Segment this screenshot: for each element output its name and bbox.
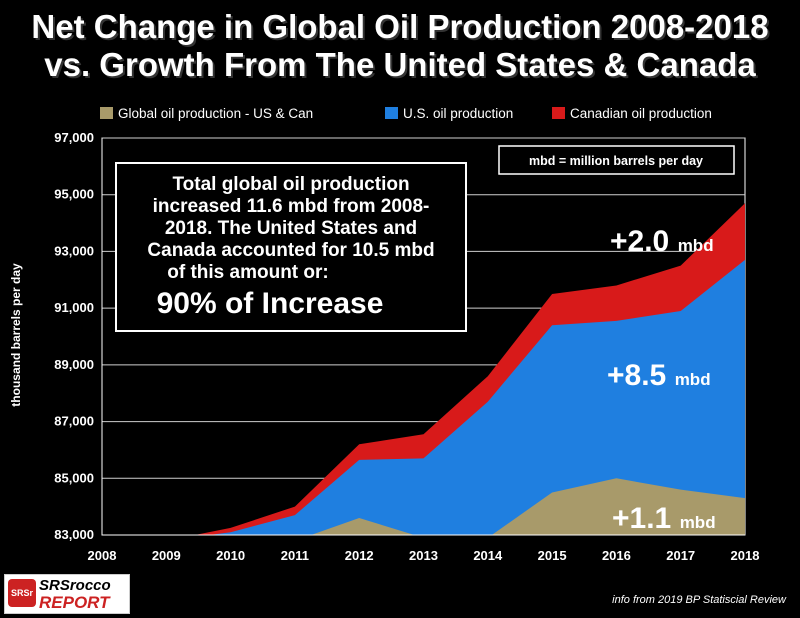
- legend-label: Global oil production - US & Can: [118, 106, 313, 121]
- x-tick-label: 2012: [345, 548, 374, 563]
- x-tick-label: 2014: [473, 548, 503, 563]
- annotation-global: +1.1 mbd: [612, 502, 716, 535]
- x-tick-label: 2009: [152, 548, 181, 563]
- x-axis: 2008 2009 2010 2011 2012 2013 2014 2015 2016 2017…: [88, 548, 760, 563]
- annotation-us: +8.5 mbd: [607, 359, 711, 392]
- unit-note-box: mbd = million barrels per day: [498, 145, 735, 175]
- y-tick-label: 89,000: [54, 357, 94, 372]
- logo-text-line1: SRSrocco: [39, 577, 111, 594]
- y-tick-label: 85,000: [54, 470, 94, 485]
- y-tick-label: 83,000: [54, 527, 94, 542]
- callout-line3: 2018. The United States and: [165, 218, 417, 239]
- annotation-us-value: +8.5: [607, 359, 666, 392]
- y-tick-label: 91,000: [54, 300, 94, 315]
- callout-line4: Canada accounted for 10.5 mbd: [147, 240, 434, 261]
- srsrocco-logo: SRSr SRSrocco REPORT: [4, 574, 130, 614]
- unit-note: mbd = million barrels per day: [529, 154, 703, 168]
- logo-text-line2: REPORT: [39, 593, 110, 612]
- x-tick-label: 2008: [88, 548, 117, 563]
- annotation-canada: +2.0 mbd: [610, 225, 714, 258]
- callout-line2: increased 11.6 mbd from 2008-: [153, 196, 430, 217]
- callout-box: Total global oil production increased 11…: [115, 162, 467, 332]
- logo-badge: SRSr: [8, 579, 36, 607]
- chart-title-line1: Net Change in Global Oil Production 2008…: [31, 8, 769, 45]
- callout-line1: Total global oil production: [172, 174, 409, 195]
- area-us: [209, 259, 745, 535]
- y-axis: 83,000 85,000 87,000 89,000 91,000 93,000 95,0…: [54, 130, 94, 542]
- annotation-us-unit: mbd: [675, 370, 711, 389]
- y-tick-label: 93,000: [54, 243, 94, 258]
- legend-swatch: [385, 107, 398, 119]
- y-tick-label: 87,000: [54, 414, 94, 429]
- area-group: [194, 203, 745, 535]
- area-global: [311, 478, 745, 535]
- x-tick-label: 2010: [216, 548, 245, 563]
- legend: Global oil production - US & Can U.S. oil…: [100, 106, 712, 121]
- series-areas: [101, 138, 745, 536]
- legend-swatch: [552, 107, 565, 119]
- annotation-global-value: +1.1: [612, 502, 671, 535]
- source-note: info from 2019 BP Statiscial Review: [612, 594, 786, 606]
- annotation-canada-unit: mbd: [678, 236, 714, 255]
- x-tick-label: 2015: [538, 548, 567, 563]
- x-tick-label: 2018: [731, 548, 760, 563]
- chart-title-line2: vs. Growth From The United States & Cana…: [44, 46, 756, 83]
- legend-label: Canadian oil production: [570, 106, 712, 121]
- y-tick-label: 97,000: [54, 130, 94, 145]
- annotation-global-unit: mbd: [680, 513, 716, 532]
- annotation-canada-value: +2.0: [610, 225, 669, 258]
- legend-swatch: [100, 107, 113, 119]
- legend-label: U.S. oil production: [403, 106, 513, 121]
- callout-headline: 90% of Increase: [157, 287, 384, 320]
- chart-title: Net Change in Global Oil Production 2008…: [0, 8, 800, 84]
- callout-line5: of this amount or:: [167, 262, 328, 283]
- y-tick-label: 95,000: [54, 187, 94, 202]
- x-tick-label: 2016: [602, 548, 631, 563]
- x-tick-label: 2011: [281, 548, 309, 563]
- x-tick-label: 2017: [666, 548, 695, 563]
- x-tick-label: 2013: [409, 548, 438, 563]
- y-axis-label: thousand barrels per day: [9, 263, 23, 407]
